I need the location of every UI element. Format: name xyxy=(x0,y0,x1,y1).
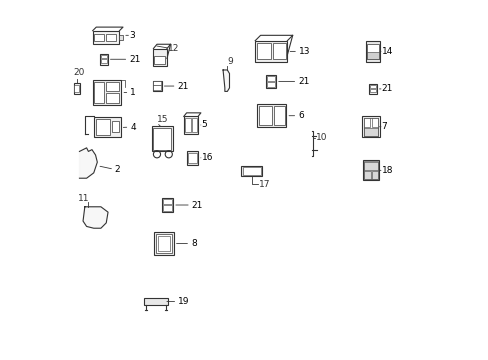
Bar xyxy=(368,84,376,94)
Bar xyxy=(153,128,171,150)
Bar xyxy=(106,82,119,91)
Bar xyxy=(157,237,170,251)
Bar xyxy=(74,85,80,92)
Bar xyxy=(191,118,197,132)
Bar xyxy=(369,85,375,88)
Bar xyxy=(272,43,285,59)
Text: 9: 9 xyxy=(227,57,233,66)
Text: 19: 19 xyxy=(178,297,189,306)
Polygon shape xyxy=(80,148,97,178)
Text: 13: 13 xyxy=(298,47,310,56)
Text: 16: 16 xyxy=(201,153,213,162)
Bar xyxy=(162,198,173,212)
Bar xyxy=(151,126,173,152)
Bar xyxy=(144,298,167,305)
Bar xyxy=(364,161,377,179)
Bar xyxy=(364,162,377,170)
Bar xyxy=(371,118,377,127)
Text: 12: 12 xyxy=(167,44,179,53)
Bar xyxy=(274,106,284,125)
Bar xyxy=(241,166,262,176)
Text: 2: 2 xyxy=(115,165,120,174)
Polygon shape xyxy=(223,70,229,91)
Text: 17: 17 xyxy=(258,180,270,189)
Text: 5: 5 xyxy=(201,121,207,130)
Bar xyxy=(364,171,370,179)
Bar xyxy=(265,75,275,88)
Bar xyxy=(154,232,173,255)
Bar xyxy=(184,118,190,132)
Bar xyxy=(366,52,378,59)
Bar xyxy=(363,118,369,127)
Text: 21: 21 xyxy=(191,201,203,210)
Bar xyxy=(94,117,121,137)
Bar xyxy=(257,104,285,127)
Bar xyxy=(111,121,119,132)
Bar xyxy=(106,33,116,41)
Bar xyxy=(94,33,104,41)
Bar xyxy=(363,128,377,136)
Bar xyxy=(366,44,378,59)
Bar xyxy=(257,43,271,59)
Text: 15: 15 xyxy=(157,114,168,123)
Bar xyxy=(101,55,107,58)
Bar xyxy=(362,116,379,137)
Text: 6: 6 xyxy=(298,111,303,120)
Bar xyxy=(187,153,197,163)
Text: 11: 11 xyxy=(78,194,90,203)
Bar xyxy=(154,56,165,64)
Bar xyxy=(153,49,166,66)
Bar xyxy=(255,41,287,62)
Text: 21: 21 xyxy=(177,82,188,91)
Text: 8: 8 xyxy=(190,239,196,248)
Text: 21: 21 xyxy=(298,77,309,86)
Bar xyxy=(163,199,172,204)
Text: 18: 18 xyxy=(381,166,392,175)
Text: 1: 1 xyxy=(130,88,136,97)
Bar xyxy=(365,41,380,62)
Text: 10: 10 xyxy=(315,133,327,142)
Bar xyxy=(95,119,110,135)
Polygon shape xyxy=(83,207,108,228)
Text: 14: 14 xyxy=(381,47,392,56)
Bar xyxy=(74,83,80,94)
Text: 4: 4 xyxy=(130,123,136,132)
Bar xyxy=(93,31,119,44)
Bar xyxy=(183,116,198,134)
Bar xyxy=(119,35,123,40)
Bar xyxy=(152,81,162,91)
Bar xyxy=(100,54,107,64)
Bar xyxy=(156,234,172,253)
Bar xyxy=(106,93,119,103)
Bar xyxy=(266,76,275,81)
Bar xyxy=(363,160,378,180)
Bar xyxy=(371,171,377,179)
Bar xyxy=(153,81,161,85)
Text: 3: 3 xyxy=(129,31,135,40)
Bar xyxy=(94,82,104,103)
Text: 20: 20 xyxy=(73,68,84,77)
Bar xyxy=(186,151,198,165)
Bar xyxy=(242,167,260,175)
Bar xyxy=(101,59,107,63)
Text: 21: 21 xyxy=(129,55,141,64)
Bar xyxy=(266,82,275,87)
Text: 21: 21 xyxy=(381,84,392,93)
Bar xyxy=(93,80,121,105)
Bar xyxy=(363,118,377,136)
Bar xyxy=(369,89,375,93)
Bar xyxy=(258,106,272,125)
Bar xyxy=(153,85,161,90)
Text: 7: 7 xyxy=(381,122,386,131)
Bar xyxy=(163,205,172,211)
